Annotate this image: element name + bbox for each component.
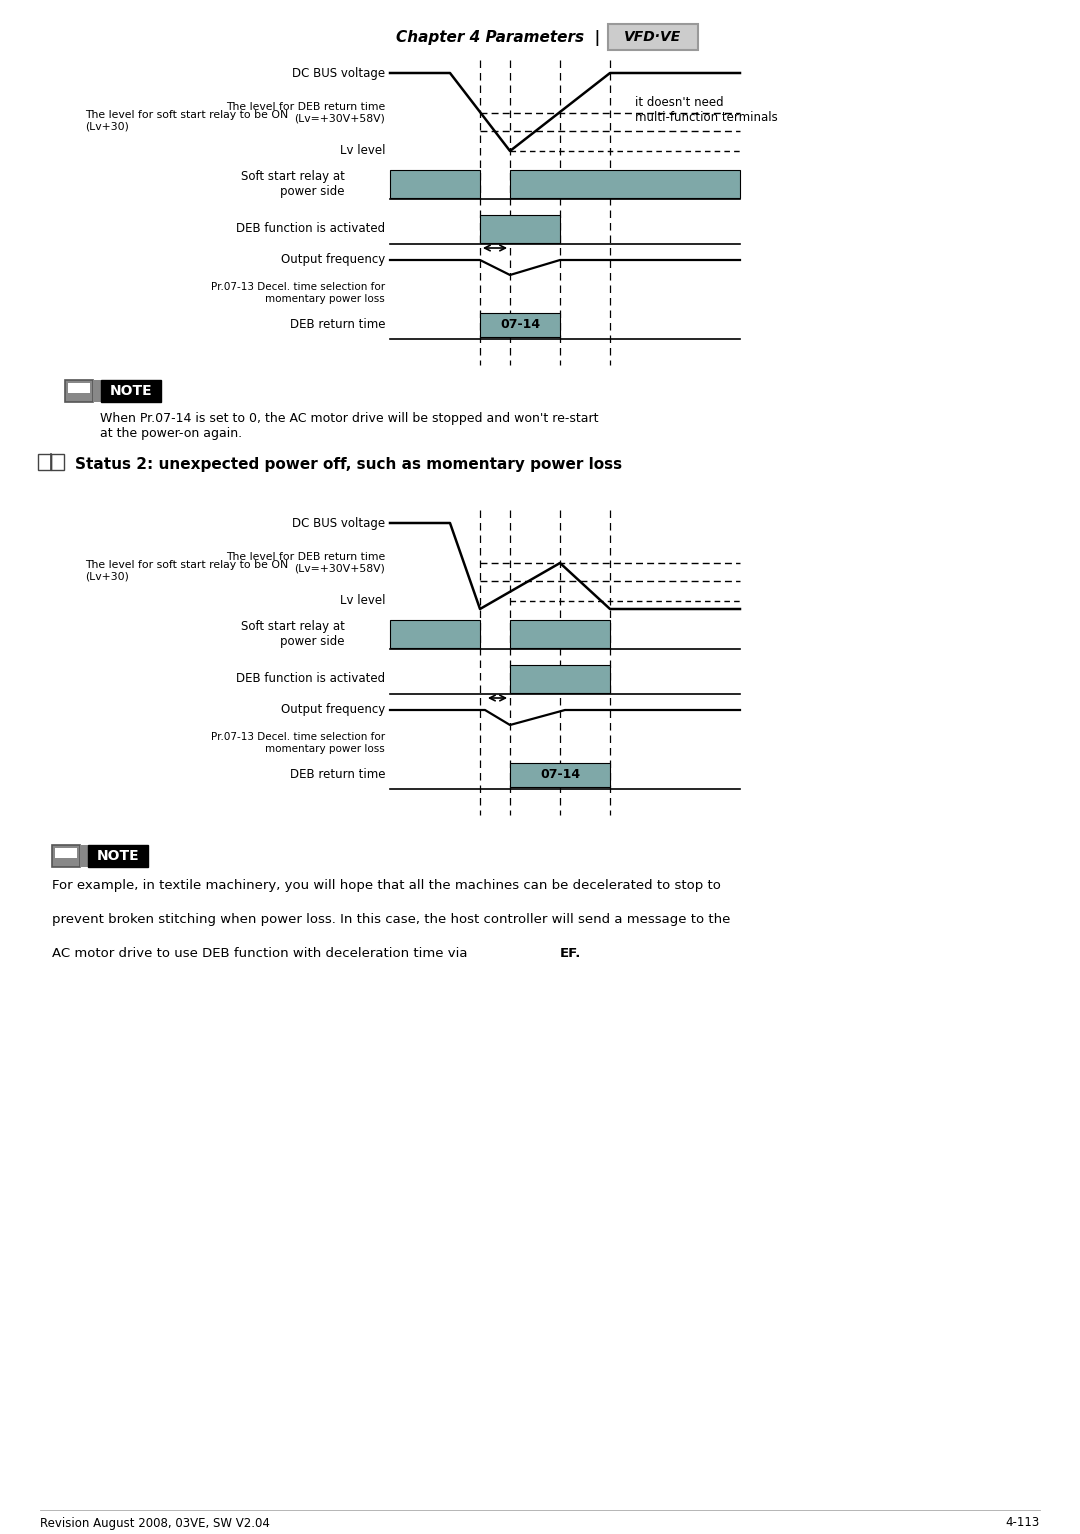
Bar	[480, 313, 561, 337]
Text: VFD·VE: VFD·VE	[624, 31, 681, 44]
Bar	[102, 380, 161, 402]
Text: The level for DEB return time
(Lv=+30V+58V): The level for DEB return time (Lv=+30V+5…	[226, 552, 384, 574]
Text: Output frequency: Output frequency	[281, 253, 384, 267]
Text: 4-113: 4-113	[1005, 1517, 1040, 1529]
Bar	[93, 380, 102, 402]
Text: Soft start relay at
power side: Soft start relay at power side	[241, 170, 345, 198]
Bar	[52, 845, 80, 867]
Bar	[55, 848, 77, 858]
Bar	[510, 762, 610, 787]
Text: Lv level: Lv level	[339, 595, 384, 607]
Bar	[390, 170, 480, 198]
Bar	[480, 215, 561, 242]
Bar	[608, 25, 698, 51]
Bar	[65, 380, 93, 402]
Text: DC BUS voltage: DC BUS voltage	[292, 517, 384, 529]
Bar	[68, 384, 90, 393]
Text: DC BUS voltage: DC BUS voltage	[292, 66, 384, 80]
Text: 07-14: 07-14	[540, 769, 580, 781]
Text: The level for DEB return time
(Lv=+30V+58V): The level for DEB return time (Lv=+30V+5…	[226, 103, 384, 124]
Text: AC motor drive to use DEB function with deceleration time via: AC motor drive to use DEB function with …	[52, 946, 472, 960]
Text: The level for soft start relay to be ON
(Lv+30): The level for soft start relay to be ON …	[85, 560, 288, 581]
Bar	[390, 620, 480, 647]
Bar	[38, 454, 51, 469]
Text: DEB return time: DEB return time	[289, 769, 384, 781]
Bar	[510, 170, 740, 198]
Text: Lv level: Lv level	[339, 144, 384, 158]
Text: Chapter 4 Parameters  |: Chapter 4 Parameters |	[395, 31, 600, 46]
Text: EF.: EF.	[561, 946, 581, 960]
Bar	[87, 845, 148, 867]
Text: DEB return time: DEB return time	[289, 319, 384, 331]
Text: 07-14: 07-14	[500, 319, 540, 331]
Bar	[510, 620, 610, 647]
Text: When Pr.07-14 is set to 0, the AC motor drive will be stopped and won't re-start: When Pr.07-14 is set to 0, the AC motor …	[100, 413, 598, 440]
Text: Output frequency: Output frequency	[281, 704, 384, 716]
Text: Pr.07-13 Decel. time selection for
momentary power loss: Pr.07-13 Decel. time selection for momen…	[211, 282, 384, 304]
Text: Pr.07-13 Decel. time selection for
momentary power loss: Pr.07-13 Decel. time selection for momen…	[211, 732, 384, 753]
Text: Status 2: unexpected power off, such as momentary power loss: Status 2: unexpected power off, such as …	[75, 457, 622, 472]
Text: For example, in textile machinery, you will hope that all the machines can be de: For example, in textile machinery, you w…	[52, 879, 720, 891]
Text: it doesn't need
multi-function terminals: it doesn't need multi-function terminals	[635, 97, 778, 124]
Bar	[51, 454, 64, 469]
Text: prevent broken stitching when power loss. In this case, the host controller will: prevent broken stitching when power loss…	[52, 913, 730, 927]
Text: DEB function is activated: DEB function is activated	[235, 222, 384, 236]
Text: DEB function is activated: DEB function is activated	[235, 672, 384, 686]
Text: Soft start relay at
power side: Soft start relay at power side	[241, 620, 345, 647]
Text: NOTE: NOTE	[97, 848, 139, 864]
Text: NOTE: NOTE	[110, 384, 152, 397]
Text: The level for soft start relay to be ON
(Lv+30): The level for soft start relay to be ON …	[85, 110, 288, 132]
Text: Revision August 2008, 03VE, SW V2.04: Revision August 2008, 03VE, SW V2.04	[40, 1517, 270, 1529]
Bar	[80, 845, 87, 867]
Bar	[510, 666, 610, 693]
